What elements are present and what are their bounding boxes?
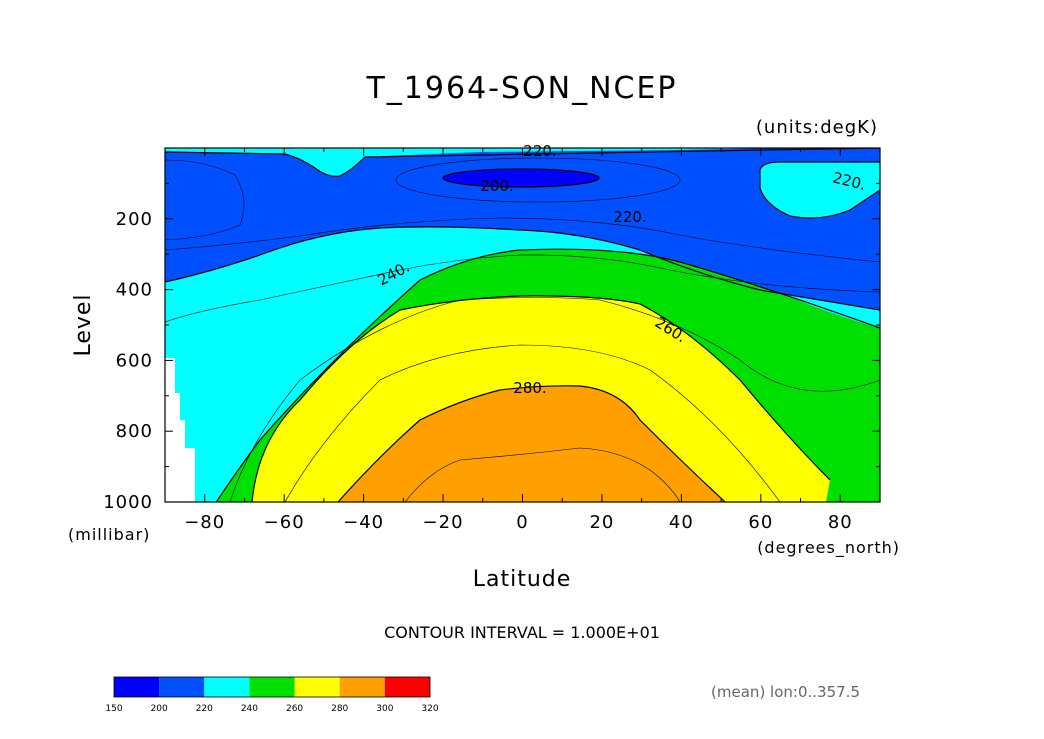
x-tick-label: −20 (423, 512, 464, 533)
colorbar-label: 200 (151, 704, 168, 714)
colorbar-swatch (204, 677, 250, 697)
y-tick-label: 600 (116, 350, 153, 371)
band-150-200 (443, 169, 599, 187)
y-axis-label: Level (71, 293, 96, 356)
colorbar-label: 300 (376, 704, 393, 714)
x-tick-label: −60 (264, 512, 305, 533)
x-tick-label: −40 (343, 512, 384, 533)
colorbar-frame (113, 676, 431, 698)
colorbar-swatch (294, 677, 340, 697)
contour-lines (165, 148, 880, 502)
contour-plot (165, 148, 880, 502)
y-tick-label: 200 (116, 209, 153, 230)
y-tick-label: 1000 (103, 492, 153, 513)
contour-interval-text: CONTOUR INTERVAL = 1.000E+01 (384, 623, 660, 642)
colorbar-swatch (114, 677, 160, 697)
y-tick-label: 800 (116, 421, 153, 442)
contour-label: 220. (523, 142, 556, 160)
x-axis-label: Latitude (473, 567, 572, 592)
x-tick-label: 0 (516, 512, 528, 533)
units-label: (units:degK) (756, 117, 878, 138)
missing-region (165, 358, 195, 502)
colorbar-label: 220 (196, 704, 213, 714)
colorbar-swatch (339, 677, 385, 697)
band-cyan-right (760, 162, 880, 218)
chart-title: T_1964-SON_NCEP (365, 71, 677, 106)
x-tick-label: 60 (748, 512, 773, 533)
colorbar: 150 200 220 240 260 280 300 320 (105, 676, 439, 714)
colorbar-swatch (159, 677, 205, 697)
x-axis: −80 −60 −40 −20 0 20 40 60 80 (164, 148, 881, 533)
y-axis: 200 400 600 800 1000 (103, 182, 880, 513)
contour-label: 280. (513, 379, 546, 397)
colorbar-label: 260 (286, 704, 303, 714)
colorbar-label: 240 (241, 704, 258, 714)
y-tick-label: 400 (116, 280, 153, 301)
contour-label: 220. (613, 208, 646, 226)
x-units-label: (degrees_north) (757, 538, 900, 558)
y-units-label: (millibar) (68, 525, 150, 544)
x-tick-label: 80 (828, 512, 853, 533)
contour-label: 200. (480, 177, 513, 195)
x-tick-label: −80 (184, 512, 225, 533)
x-tick-label: 20 (589, 512, 614, 533)
colorbar-swatch (384, 677, 430, 697)
colorbar-label: 280 (331, 704, 348, 714)
colorbar-label: 150 (105, 704, 122, 714)
colorbar-label: 320 (421, 704, 438, 714)
x-tick-label: 40 (669, 512, 694, 533)
colorbar-swatch (249, 677, 295, 697)
mean-text: (mean) lon:0..357.5 (711, 683, 860, 701)
